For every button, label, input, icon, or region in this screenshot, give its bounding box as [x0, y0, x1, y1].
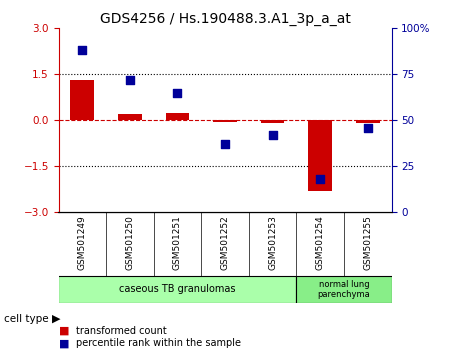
Text: ■: ■	[58, 338, 69, 348]
Text: GSM501254: GSM501254	[315, 216, 324, 270]
Text: ▶: ▶	[52, 314, 60, 324]
Text: GSM501249: GSM501249	[78, 216, 87, 270]
Text: caseous TB granulomas: caseous TB granulomas	[119, 284, 236, 295]
Point	[364, 125, 371, 131]
Text: normal lung
parenchyma: normal lung parenchyma	[318, 280, 370, 299]
Point	[79, 47, 86, 53]
Text: percentile rank within the sample: percentile rank within the sample	[76, 338, 242, 348]
Text: GSM501251: GSM501251	[173, 216, 182, 270]
Point	[174, 90, 181, 96]
Bar	[118, 114, 142, 120]
Text: GSM501255: GSM501255	[363, 216, 372, 270]
Bar	[166, 113, 189, 120]
Point	[126, 77, 134, 83]
Bar	[70, 80, 94, 120]
Bar	[58, 276, 297, 303]
Point	[269, 132, 276, 138]
Bar	[308, 120, 332, 191]
Text: cell type: cell type	[4, 314, 49, 324]
Text: transformed count: transformed count	[76, 326, 167, 336]
Bar	[213, 120, 237, 122]
Text: ■: ■	[58, 326, 69, 336]
Text: GSM501253: GSM501253	[268, 216, 277, 270]
Title: GDS4256 / Hs.190488.3.A1_3p_a_at: GDS4256 / Hs.190488.3.A1_3p_a_at	[99, 12, 351, 26]
Bar	[261, 120, 284, 124]
Bar	[356, 120, 380, 124]
Text: GSM501252: GSM501252	[220, 216, 230, 270]
Point	[221, 142, 229, 147]
Text: GSM501250: GSM501250	[126, 216, 135, 270]
Bar	[297, 276, 392, 303]
Point	[316, 176, 324, 182]
